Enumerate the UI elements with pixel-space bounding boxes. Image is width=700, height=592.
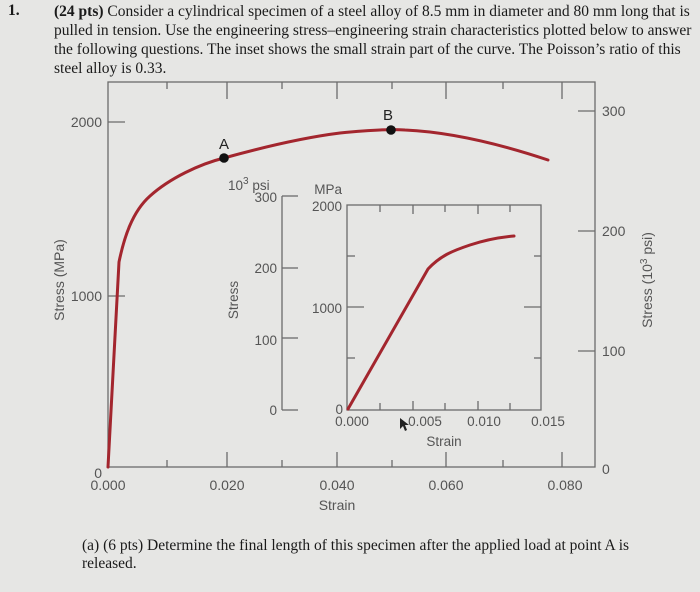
inset-psi-tick-200: 200 <box>254 261 277 276</box>
point-a-label: A <box>219 136 229 153</box>
inset-stress-title: Stress <box>226 281 241 320</box>
mouse-cursor-icon <box>400 418 409 431</box>
inset-x-tick-000: 0.000 <box>335 414 369 429</box>
main-x-tick-060: 0.060 <box>428 477 463 493</box>
main-y-tick-1000: 1000 <box>71 288 102 304</box>
inset-mpa-tick-2000: 2000 <box>312 199 342 214</box>
main-x-tick-020: 0.020 <box>209 477 244 493</box>
sub-question-text: Determine the final length of this speci… <box>82 537 630 572</box>
main-plot-frame <box>107 81 596 468</box>
inset-mpa-unit: MPa <box>314 182 342 197</box>
main-y-tick-2000: 2000 <box>71 114 102 130</box>
inset-stress-strain-curve <box>346 234 516 411</box>
point-b-label: B <box>383 107 393 124</box>
point-b-marker <box>386 125 396 135</box>
main-x-tick-080: 0.080 <box>547 477 582 493</box>
inset-psi-tick-100: 100 <box>254 333 277 348</box>
inset-x-title: Strain <box>426 434 461 449</box>
inset-x-tick-005: 0.005 <box>408 414 442 429</box>
point-a-marker <box>219 153 229 163</box>
inset-psi-tick-300: 300 <box>254 190 277 205</box>
question-number: 1. <box>8 2 20 19</box>
right-tick-100: 100 <box>602 343 626 359</box>
sub-question-label: (a) (6 pts) <box>82 537 144 554</box>
inset-x-tick-015: 0.015 <box>531 414 565 429</box>
main-x-tick-040: 0.040 <box>319 477 354 493</box>
main-y-tick-0: 0 <box>94 465 102 481</box>
right-tick-0: 0 <box>602 461 610 477</box>
right-y-title: Stress (103 psi) <box>639 232 655 328</box>
question-body: Consider a cylindrical specimen of a ste… <box>54 3 692 77</box>
right-tick-200: 200 <box>602 223 626 239</box>
question-text: (24 pts) Consider a cylindrical specimen… <box>54 2 694 78</box>
main-x-tick-0: 0.000 <box>90 477 125 493</box>
inset-mpa-tick-0: 0 <box>335 402 343 417</box>
inset-mpa-tick-1000: 1000 <box>312 301 342 316</box>
inset-psi-axis <box>281 195 298 411</box>
main-stress-strain-curve <box>106 128 550 469</box>
main-y-title: Stress (MPa) <box>51 239 67 321</box>
inset-x-tick-010: 0.010 <box>467 414 501 429</box>
question-points: (24 pts) <box>54 3 104 20</box>
inset-frame <box>346 204 542 411</box>
inset-psi-unit: 103 psi <box>228 176 270 193</box>
right-tick-300: 300 <box>602 103 626 119</box>
sub-question-a: (a) (6 pts) Determine the final length o… <box>82 537 662 573</box>
inset-psi-tick-0: 0 <box>269 403 277 418</box>
main-x-title: Strain <box>319 497 356 513</box>
